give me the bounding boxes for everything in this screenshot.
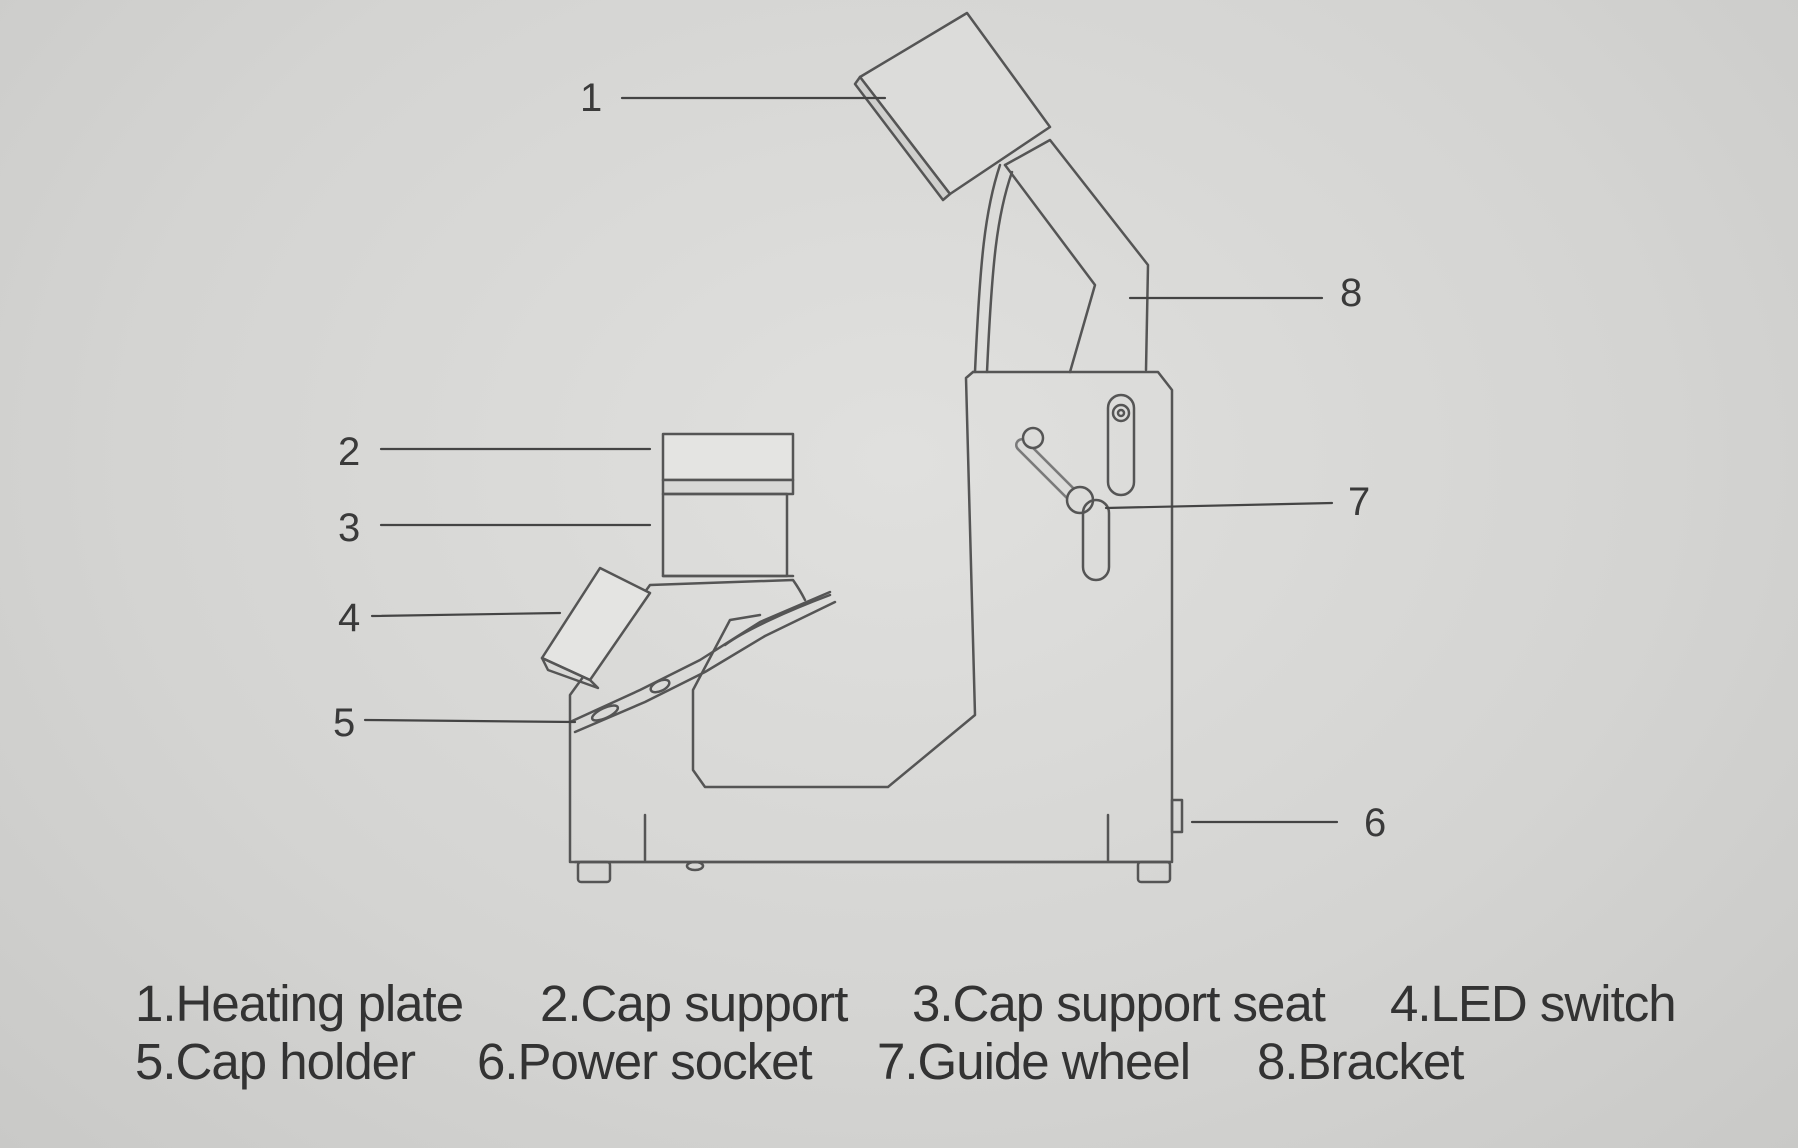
legend-item-cap-support: 2.Cap support xyxy=(540,975,848,1032)
parts-legend: 1.Heating plate 2.Cap support 3.Cap suppor… xyxy=(135,975,1735,1091)
callout-2-cap-support: 2 xyxy=(338,430,361,474)
legend-item-cap-support-seat: 3.Cap support seat xyxy=(912,975,1326,1032)
callout-3-cap-support-seat: 3 xyxy=(338,506,361,550)
callout-6-power-socket: 6 xyxy=(1364,801,1387,845)
callout-1-heating-plate: 1 xyxy=(580,76,603,120)
machine-body xyxy=(568,370,1184,884)
legend-row-1: 1.Heating plate 2.Cap support 3.Cap suppor… xyxy=(135,975,1735,1033)
callout-8-bracket: 8 xyxy=(1340,271,1363,315)
legend-item-guide-wheel: 7.Guide wheel xyxy=(877,1033,1191,1090)
cap-support xyxy=(661,432,795,578)
heating-plate xyxy=(853,11,1052,202)
legend-item-heating-plate: 1.Heating plate xyxy=(135,975,464,1032)
legend-item-cap-holder: 5.Cap holder xyxy=(135,1033,416,1090)
led-switch xyxy=(540,566,652,690)
legend-item-bracket: 8.Bracket xyxy=(1257,1033,1464,1090)
guide-wheel xyxy=(1015,393,1136,582)
legend-item-led-switch: 4.LED switch xyxy=(1390,975,1677,1032)
cap-holder xyxy=(568,590,837,734)
legend-item-power-socket: 6.Power socket xyxy=(477,1033,813,1090)
callout-5-cap-holder: 5 xyxy=(333,701,356,745)
cable xyxy=(973,163,1014,374)
legend-row-2: 5.Cap holder 6.Power socket 7.Guide wheel 8… xyxy=(135,1033,1735,1091)
callout-4-led-switch: 4 xyxy=(338,596,361,640)
callout-leaders xyxy=(363,96,1339,824)
callout-7-guide-wheel: 7 xyxy=(1348,480,1371,524)
bracket xyxy=(1003,138,1150,374)
